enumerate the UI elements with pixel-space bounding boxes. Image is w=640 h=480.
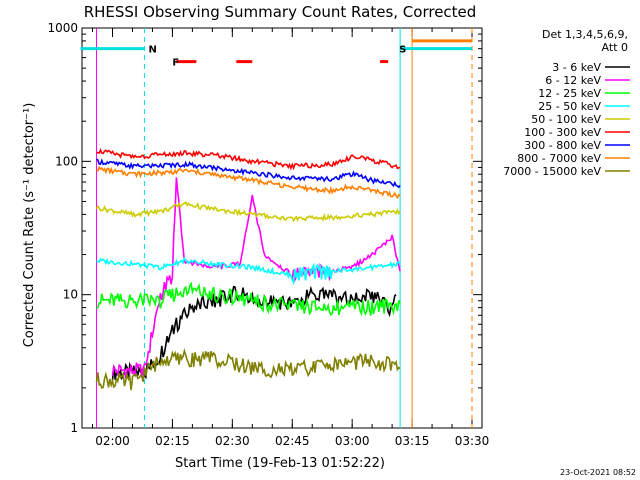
- legend-label: 6 - 12 keV: [545, 74, 601, 87]
- timestamp: 23-Oct-2021 08:52: [560, 468, 636, 477]
- x-tick-label: 02:15: [155, 434, 190, 448]
- flag-label: N: [148, 45, 156, 56]
- series-line: [96, 165, 401, 200]
- legend-label: 300 - 800 keV: [524, 139, 601, 152]
- x-tick-label: 02:30: [215, 434, 250, 448]
- series-line: [96, 256, 401, 286]
- y-tick-label: 10: [63, 288, 78, 302]
- plot-area: 1 10 100 1000 02:00 02:15 02:30 02:45 03:00 03:15…: [47, 21, 489, 448]
- legend-label: 50 - 100 keV: [531, 113, 601, 126]
- legend-label: 25 - 50 keV: [538, 100, 601, 113]
- series-line: [96, 158, 401, 189]
- chart-title: RHESSI Observing Summary Count Rates, Co…: [84, 3, 477, 21]
- flag-label: S: [399, 45, 406, 56]
- plot-frame: [81, 27, 483, 429]
- y-axis-label: Corrected Count Rate (s⁻¹ detector⁻¹): [22, 103, 37, 348]
- series-line: [96, 147, 401, 171]
- series-line: [95, 200, 401, 223]
- series-line: [111, 177, 401, 379]
- x-tick-label: 03:15: [395, 434, 430, 448]
- flag-label: F: [172, 58, 179, 69]
- y-tick-label: 100: [55, 154, 78, 168]
- x-axis-label: Start Time (19-Feb-13 01:52:22): [175, 456, 385, 471]
- x-tick-label: 02:45: [275, 434, 310, 448]
- legend-header-line-2: Att 0: [602, 41, 628, 54]
- legend-label: 800 - 7000 keV: [517, 152, 601, 165]
- series-line: [96, 281, 401, 317]
- legend-label: 7000 - 15000 keV: [503, 165, 601, 178]
- legend-header-line-1: Det 1,3,4,5,6,9,: [542, 28, 628, 41]
- x-tick-label: 03:00: [335, 434, 370, 448]
- x-tick-label: 02:00: [95, 434, 130, 448]
- y-tick-label: 1000: [47, 21, 78, 35]
- series-line: [95, 347, 401, 391]
- y-tick-label: 1: [70, 421, 78, 435]
- x-tick-label: 03:30: [455, 434, 490, 448]
- legend-label: 12 - 25 keV: [538, 87, 601, 100]
- legend-label: 3 - 6 keV: [552, 61, 601, 74]
- legend-label: 100 - 300 keV: [524, 126, 601, 139]
